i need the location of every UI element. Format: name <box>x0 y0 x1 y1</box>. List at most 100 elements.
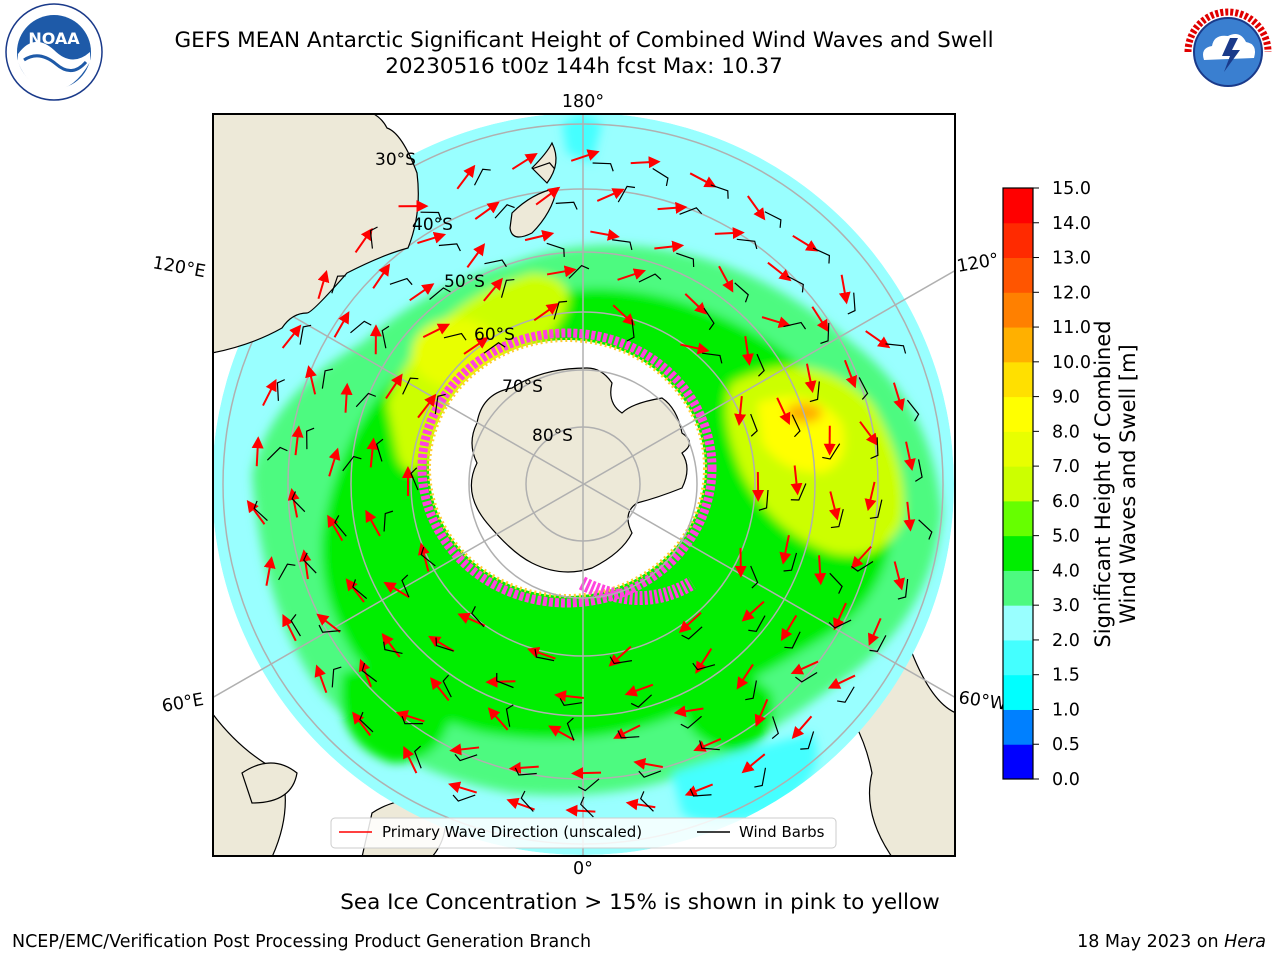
wave-arrow <box>282 613 297 642</box>
colorbar-block <box>1003 431 1033 467</box>
wind-barb <box>756 353 765 377</box>
wave-arrow <box>314 664 328 693</box>
wind-barb <box>443 332 467 341</box>
wave-arrow <box>633 757 663 770</box>
colorbar-tick-label: 10.0 <box>1052 353 1091 373</box>
lon-label-180: 180° <box>562 92 604 112</box>
colorbar-tick-label: 13.0 <box>1052 249 1091 269</box>
colorbar-tick-label: 0.0 <box>1052 770 1080 790</box>
wave-arrow <box>316 613 341 633</box>
wind-barb <box>699 740 720 751</box>
colorbar-tick-label: 4.0 <box>1052 561 1080 581</box>
wave-arrow <box>449 743 480 756</box>
wind-barb <box>401 574 410 598</box>
wave-arrow <box>791 715 813 739</box>
wave-arrow <box>736 663 754 690</box>
wind-barb <box>383 641 403 655</box>
colorbar-block <box>1003 327 1033 363</box>
wave-arrow <box>718 265 734 293</box>
wave-arrow <box>417 393 437 419</box>
wind-barb <box>414 745 422 769</box>
wind-barb <box>790 483 807 501</box>
wind-barb <box>689 788 712 797</box>
wave-arrow <box>354 227 373 254</box>
wave-arrow <box>548 725 575 741</box>
wave-arrow <box>903 501 916 532</box>
wind-barb <box>299 324 312 345</box>
wave-arrow <box>430 677 450 702</box>
wind-barb <box>639 791 654 812</box>
wind-barb <box>736 238 758 250</box>
wind-barb <box>885 343 907 354</box>
lat-label-60: 60°S <box>474 325 515 345</box>
map: 30°S 40°S 50°S 60°S 70°S 80°S Primary Wa… <box>212 113 956 857</box>
colorbar-tick-label: 0.5 <box>1052 735 1080 755</box>
lat-label-80: 80°S <box>532 426 573 446</box>
wind-barb <box>435 637 454 652</box>
wind-barb <box>331 275 346 294</box>
wave-arrow <box>693 738 722 752</box>
wind-barb <box>546 242 565 257</box>
wave-arrow <box>689 172 717 188</box>
wind-barb <box>473 168 491 186</box>
wind-barb <box>702 352 723 364</box>
wave-direction-arrows <box>246 149 916 817</box>
wind-barb <box>514 767 537 776</box>
wind-barb <box>568 264 590 279</box>
nws-logo <box>1180 4 1276 100</box>
legend-wind-barbs: Wind Barbs <box>739 823 825 841</box>
colorbar-block <box>1003 570 1033 606</box>
wave-arrow <box>827 674 856 689</box>
wind-barb <box>306 427 315 450</box>
wave-arrow <box>417 542 430 572</box>
wave-arrow <box>395 710 425 723</box>
wave-arrow <box>251 436 264 467</box>
wave-arrow <box>281 324 302 349</box>
wave-arrow <box>684 783 714 797</box>
wind-barb <box>906 399 920 422</box>
wave-arrow <box>776 397 791 426</box>
colorbar-tick-label: 14.0 <box>1052 214 1091 234</box>
colorbar-tick-label: 15.0 <box>1052 180 1091 199</box>
wave-arrow <box>612 304 636 326</box>
chart-subtitle: 20230516 t00z 144h fcst Max: 10.37 <box>385 54 783 79</box>
wave-arrow <box>673 705 704 718</box>
wind-barb <box>496 672 514 689</box>
wave-arrow <box>527 646 556 660</box>
wave-arrow <box>381 633 401 658</box>
wave-arrow <box>358 658 373 688</box>
wave-arrow <box>613 724 641 739</box>
wave-arrow <box>340 382 353 413</box>
wave-arrow <box>596 188 625 202</box>
colorbar-block <box>1003 500 1033 537</box>
wind-barb <box>829 572 843 594</box>
colorbar: 0.0 0.5 1.0 1.5 2.0 3.0 4.0 5.0 6.0 7.0 8.0 9.0 10.0… <box>1002 180 1140 790</box>
wind-barb <box>847 292 856 315</box>
legend-primary-wave: Primary Wave Direction (unscaled) <box>382 823 642 841</box>
wave-arrow <box>741 600 765 622</box>
wind-barb <box>420 211 442 221</box>
wave-arrow <box>345 578 365 603</box>
wave-arrow <box>333 311 350 338</box>
wind-barb <box>505 704 514 727</box>
wave-arrow <box>535 186 561 206</box>
wind-barb <box>710 184 729 199</box>
wind-barb <box>520 790 534 812</box>
wave-arrow <box>903 441 916 472</box>
wind-barb <box>303 552 317 574</box>
noaa-logo: NOAA <box>5 3 103 101</box>
wave-arrow <box>246 500 266 525</box>
wind-barb <box>276 379 285 401</box>
wind-barb <box>828 619 852 629</box>
wave-arrow <box>654 240 685 253</box>
wave-arrow <box>485 675 516 688</box>
wind-barb <box>577 778 600 792</box>
footer-date: 18 May 2023 on <box>1077 932 1225 952</box>
wind-barb <box>429 287 451 300</box>
wave-arrow <box>754 698 769 727</box>
wind-barb <box>553 300 568 320</box>
wind-barb <box>355 392 377 408</box>
wind-barb <box>609 656 633 665</box>
wave-arrow <box>403 746 418 774</box>
